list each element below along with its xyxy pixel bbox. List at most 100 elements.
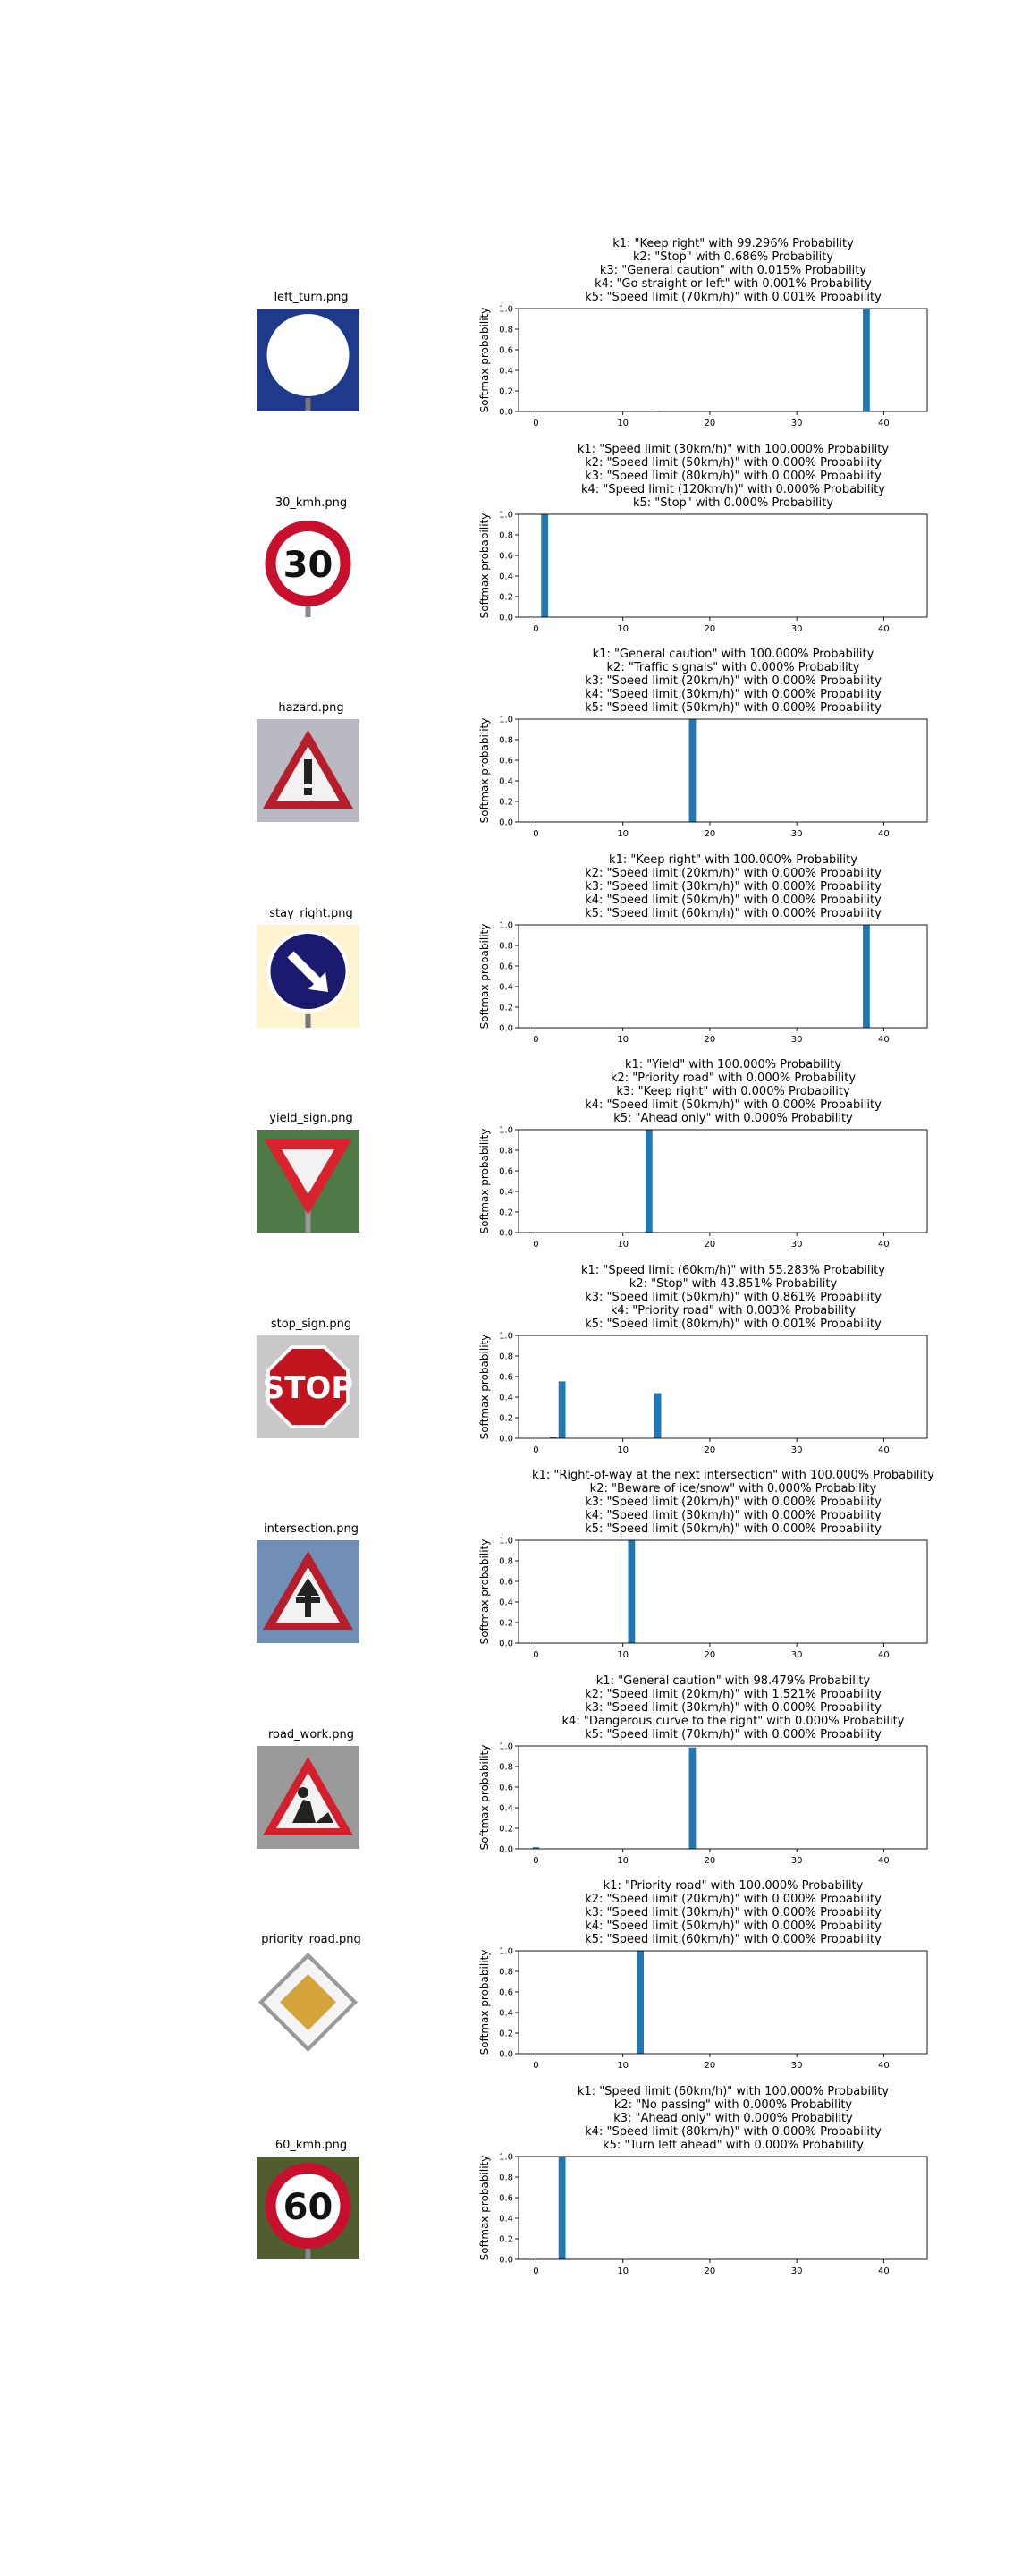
bar-chart: 0 10 20 30 40 0.0 0.2 0.4 0.6 0.8 1.0 Softmax proba… [478, 1947, 928, 2071]
bar [863, 924, 870, 1028]
y-tick-label: 0.6 [499, 1372, 513, 1382]
chart-title-line: k3: "Speed limit (80km/h)" with 0.000% P… [585, 469, 882, 483]
plot-frame [518, 924, 928, 1028]
y-axis-label: Softmax probability [478, 1539, 491, 1645]
x-tick-label: 0 [533, 1445, 538, 1455]
x-tick-label: 30 [791, 419, 803, 428]
image-title: yield_sign.png [269, 1112, 353, 1125]
chart-title-line: k5: "Turn left ahead" with 0.000% Probab… [603, 2138, 864, 2152]
y-tick-label: 0.4 [499, 1393, 513, 1402]
y-tick-label: 0.6 [499, 346, 513, 356]
chart-title-line: k5: "Stop" with 0.000% Probability [632, 496, 834, 510]
y-tick-label: 0.2 [499, 798, 513, 808]
y-tick-label: 0.4 [499, 572, 513, 581]
x-tick-label: 0 [533, 624, 538, 634]
y-tick-label: 0.4 [499, 2214, 513, 2224]
image-title: stay_right.png [269, 906, 353, 920]
x-tick-label: 30 [791, 1650, 803, 1660]
y-tick-label: 1.0 [499, 920, 513, 930]
chart-title-line: k5: "Speed limit (50km/h)" with 0.000% P… [585, 701, 882, 715]
bar [688, 719, 697, 822]
plot-frame [518, 1335, 928, 1438]
bar [550, 1436, 557, 1438]
chart-title-line: k1: "Right-of-way at the next intersecti… [532, 1469, 934, 1482]
chart-title-line: k3: "Speed limit (50km/h)" with 0.861% P… [585, 1290, 882, 1304]
plot-frame [518, 1129, 928, 1233]
bar-chart: 0 10 20 30 40 0.0 0.2 0.4 0.6 0.8 1.0 Softmax proba… [478, 1741, 928, 1866]
y-tick-label: 0.8 [499, 530, 513, 540]
bar [558, 2156, 566, 2259]
y-tick-label: 0.2 [499, 1208, 513, 1218]
chart-title-line: k1: "Speed limit (60km/h)" with 55.283% … [581, 1263, 885, 1277]
y-tick-label: 0.8 [499, 1968, 513, 1978]
x-tick-label: 10 [617, 624, 629, 634]
y-tick-label: 1.0 [499, 510, 513, 520]
x-tick-label: 0 [533, 2061, 538, 2071]
chart-title-line: k2: "Speed limit (20km/h)" with 0.000% P… [585, 866, 882, 880]
x-tick-label: 10 [617, 2061, 629, 2071]
sign-thumbnail [257, 309, 359, 411]
chart-title: k1: "General caution" with 98.479% Proba… [501, 1674, 966, 1741]
y-tick-label: 0.0 [499, 2050, 513, 2060]
turn-left-arrow-icon [296, 336, 324, 382]
y-tick-label: 0.4 [499, 1188, 513, 1198]
road-work-icon [292, 1799, 316, 1823]
y-tick-label: 0.8 [499, 326, 513, 335]
sign-face [270, 318, 346, 393]
chart-row: k1: "Yield" with 100.000% Probability k2:… [0, 1058, 1030, 1264]
image-title: 30_kmh.png [274, 496, 348, 510]
chart-row: k1: "General caution" with 100.000% Prob… [0, 648, 1030, 853]
y-tick-label: 1.0 [499, 1947, 513, 1957]
chart-row: k1: "General caution" with 98.479% Proba… [0, 1674, 1030, 1880]
bar [645, 1130, 653, 1233]
exclamation-dot-icon [304, 788, 312, 795]
y-tick-label: 0.4 [499, 1598, 513, 1608]
chart-title: k1: "Keep right" with 100.000% Probabili… [501, 853, 966, 920]
y-tick-label: 0.6 [499, 757, 513, 767]
sign-face [276, 1772, 340, 1828]
sign-thumbnail [257, 1745, 359, 1849]
plot-frame [518, 1539, 928, 1644]
y-tick-label: 0.2 [499, 1619, 513, 1629]
y-tick-label: 0.2 [499, 1003, 513, 1013]
chart-title: k1: "Priority road" with 100.000% Probab… [501, 1879, 966, 1946]
sign-thumbnail: 60 [257, 2156, 359, 2259]
chart-title-line: k4: "Speed limit (30km/h)" with 0.000% P… [585, 688, 882, 701]
y-tick-label: 0.0 [499, 408, 513, 418]
chart-title: k1: "General caution" with 100.000% Prob… [501, 648, 966, 715]
chart-title-line: k2: "Speed limit (50km/h)" with 0.000% P… [585, 455, 882, 470]
chart-title: k1: "Speed limit (60km/h)" with 100.000%… [501, 2085, 966, 2152]
y-tick-label: 0.4 [499, 777, 513, 787]
sign-face [270, 1348, 346, 1425]
y-axis-label: Softmax probability [478, 1744, 491, 1850]
y-axis-label: Softmax probability [478, 923, 491, 1029]
chart-title: k1: "Speed limit (30km/h)" with 100.000%… [501, 443, 966, 510]
arrow-head-icon [283, 328, 300, 353]
bar-chart: 0 10 20 30 40 0.0 0.2 0.4 0.6 0.8 1.0 Softmax proba… [478, 716, 928, 839]
x-tick-label: 10 [617, 2267, 629, 2276]
x-tick-label: 40 [878, 1650, 890, 1660]
bar [532, 1846, 540, 1849]
chart-title-line: k1: "Speed limit (30km/h)" with 100.000%… [577, 442, 890, 456]
chart-title-line: k5: "Speed limit (60km/h)" with 0.000% P… [585, 906, 882, 920]
y-tick-label: 0.6 [499, 1783, 513, 1792]
x-tick-label: 20 [705, 1650, 716, 1660]
x-tick-label: 10 [617, 1240, 629, 1250]
y-tick-label: 0.0 [499, 2255, 513, 2265]
y-tick-label: 0.2 [499, 1824, 513, 1834]
x-tick-label: 40 [878, 2267, 890, 2276]
x-tick-label: 10 [617, 1445, 629, 1455]
x-tick-label: 40 [878, 829, 890, 839]
chart-title-line: k2: "Stop" with 0.686% Probability [632, 250, 834, 264]
chart-title-line: k3: "Speed limit (20km/h)" with 0.000% P… [585, 674, 882, 688]
bar-chart: 0 10 20 30 40 0.0 0.2 0.4 0.6 0.8 1.0 Softmax proba… [478, 2152, 928, 2276]
y-tick-label: 0.2 [499, 387, 513, 397]
x-tick-label: 0 [533, 1650, 538, 1660]
x-tick-label: 40 [878, 419, 890, 428]
y-tick-label: 0.6 [499, 962, 513, 971]
plot-frame [518, 1950, 928, 2055]
chart-row: k1: "Keep right" with 99.296% Probabilit… [0, 237, 1030, 443]
y-tick-label: 1.0 [499, 2152, 513, 2162]
x-tick-label: 40 [878, 1240, 890, 1250]
x-tick-label: 30 [791, 829, 803, 839]
